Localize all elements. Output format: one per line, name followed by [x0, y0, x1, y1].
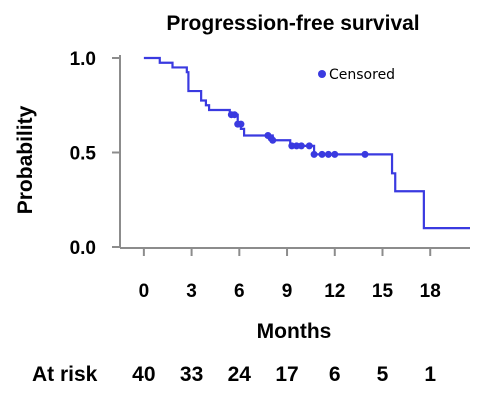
y-tick-label: 1.0 — [70, 49, 96, 70]
censored-point — [297, 142, 305, 150]
at-risk-count: 5 — [377, 363, 389, 386]
censored-point — [361, 150, 369, 158]
x-tick-label: 12 — [324, 281, 345, 302]
x-tick-label: 0 — [139, 281, 150, 302]
at-risk-label: At risk — [32, 363, 98, 386]
at-risk-count: 1 — [424, 363, 436, 386]
censored-point — [305, 142, 313, 150]
censored-point — [331, 150, 339, 158]
legend-label: Censored — [329, 67, 395, 83]
survival-curve — [143, 56, 470, 230]
x-tick-label: 9 — [282, 281, 293, 302]
y-axis-label: Probability — [14, 105, 37, 214]
x-tick-label: 18 — [420, 281, 441, 302]
at-risk-count: 40 — [132, 363, 155, 386]
axis-ticks: 0 3 6 9 12 15 18 0.0 0.5 1.0 — [70, 49, 441, 302]
y-tick-label: 0.0 — [70, 238, 96, 259]
chart-title: Progression-free survival — [166, 12, 419, 35]
censored-markers — [227, 111, 369, 158]
x-tick-label: 15 — [372, 281, 394, 302]
censored-point — [231, 111, 239, 119]
censored-point — [318, 150, 326, 158]
legend-censor-marker — [318, 70, 326, 78]
at-risk-count: 6 — [329, 363, 341, 386]
censored-point — [237, 120, 245, 128]
x-tick-label: 3 — [186, 281, 197, 302]
at-risk-count: 17 — [275, 363, 298, 386]
at-risk-count: 24 — [228, 363, 252, 386]
censored-point — [310, 150, 318, 158]
at-risk-row: At risk 40 33 24 17 6 5 1 — [32, 363, 436, 386]
at-risk-count: 33 — [180, 363, 203, 386]
x-axis-label: Months — [257, 320, 332, 343]
y-tick-label: 0.5 — [70, 144, 97, 165]
x-tick-label: 6 — [234, 281, 245, 302]
censored-point — [324, 150, 332, 158]
legend: Censored — [318, 67, 395, 83]
survival-step-line — [143, 56, 470, 230]
censored-point — [269, 136, 277, 144]
